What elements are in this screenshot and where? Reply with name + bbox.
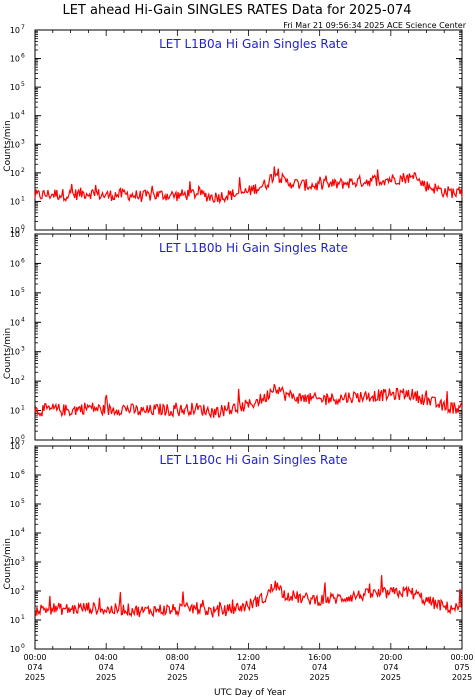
y-tick-exponent: 0	[21, 643, 25, 650]
y-tick-exponent: 7	[21, 24, 25, 31]
y-tick-exponent: 6	[21, 53, 25, 60]
y-tick-label: 10	[10, 112, 20, 121]
x-tick-time: 20:00	[379, 653, 402, 662]
x-tick-time: 12:00	[237, 653, 260, 662]
panel-title: LET L1B0b Hi Gain Singles Rate	[159, 241, 348, 255]
y-tick-exponent: 7	[21, 228, 25, 235]
y-tick-label: 10	[10, 230, 20, 239]
panel-title: LET L1B0a Hi Gain Singles Rate	[159, 37, 348, 51]
x-tick-year: 2025	[96, 673, 116, 682]
y-tick-exponent: 1	[21, 195, 25, 202]
y-tick-label: 10	[10, 377, 20, 386]
y-tick-label: 10	[10, 169, 20, 178]
x-tick-doy: 074	[312, 663, 327, 672]
y-tick-label: 10	[10, 318, 20, 327]
y-tick-exponent: 1	[21, 405, 25, 412]
y-tick-exponent: 5	[21, 287, 25, 294]
y-tick-exponent: 4	[21, 110, 25, 117]
x-tick-doy: 075	[454, 663, 469, 672]
panel-title: LET L1B0c Hi Gain Singles Rate	[159, 453, 347, 467]
y-tick-label: 10	[10, 226, 20, 235]
y-axis-label: Counts/min	[3, 538, 13, 589]
y-tick-exponent: 2	[21, 375, 25, 382]
x-tick-time: 04:00	[95, 653, 118, 662]
y-tick-label: 10	[10, 587, 20, 596]
x-tick-time: 00:00	[450, 653, 473, 662]
y-tick-exponent: 2	[21, 167, 25, 174]
y-tick-label: 10	[10, 26, 20, 35]
x-tick-year: 2025	[167, 673, 187, 682]
x-tick-doy: 074	[383, 663, 398, 672]
y-tick-label: 10	[10, 436, 20, 445]
series-line	[34, 575, 463, 618]
y-tick-label: 10	[10, 197, 20, 206]
y-tick-exponent: 7	[21, 440, 25, 447]
y-axis-label: Counts/min	[3, 328, 13, 379]
y-tick-exponent: 0	[21, 224, 25, 231]
y-tick-exponent: 6	[21, 469, 25, 476]
x-tick-year: 2025	[381, 673, 401, 682]
y-tick-label: 10	[10, 140, 20, 149]
y-tick-label: 10	[10, 529, 20, 538]
x-tick-doy: 074	[27, 663, 42, 672]
y-tick-label: 10	[10, 289, 20, 298]
y-tick-exponent: 5	[21, 81, 25, 88]
plot-frame	[34, 445, 463, 650]
y-tick-label: 10	[10, 500, 20, 509]
x-tick-doy: 074	[241, 663, 256, 672]
x-tick-time: 08:00	[166, 653, 189, 662]
y-tick-label: 10	[10, 616, 20, 625]
y-tick-exponent: 4	[21, 527, 25, 534]
x-tick-doy: 074	[99, 663, 114, 672]
y-tick-label: 10	[10, 442, 20, 451]
series-line	[34, 166, 463, 205]
y-tick-exponent: 1	[21, 614, 25, 621]
x-tick-doy: 074	[170, 663, 185, 672]
y-tick-exponent: 5	[21, 498, 25, 505]
y-axis-label: Counts/min	[3, 120, 13, 171]
y-tick-label: 10	[10, 83, 20, 92]
x-axis-label: UTC Day of Year	[214, 688, 286, 698]
timestamp: Fri Mar 21 09:56:34 2025 ACE Science Cen…	[283, 21, 467, 30]
y-tick-label: 10	[10, 55, 20, 64]
y-tick-label: 10	[10, 471, 20, 480]
x-axis: 00:00074202504:00074202508:00074202512:0…	[23, 653, 473, 682]
y-tick-exponent: 3	[21, 138, 25, 145]
plot-frame	[34, 233, 463, 441]
y-tick-exponent: 3	[21, 556, 25, 563]
y-tick-label: 10	[10, 259, 20, 268]
x-tick-year: 2025	[238, 673, 258, 682]
y-tick-exponent: 4	[21, 316, 25, 323]
x-tick-time: 00:00	[23, 653, 46, 662]
y-tick-exponent: 0	[21, 434, 25, 441]
x-tick-time: 16:00	[308, 653, 331, 662]
y-tick-exponent: 3	[21, 346, 25, 353]
y-tick-exponent: 2	[21, 585, 25, 592]
figure-title: LET ahead Hi-Gain SINGLES RATES Data for…	[62, 3, 411, 18]
y-tick-label: 10	[10, 645, 20, 654]
x-tick-year: 2025	[309, 673, 329, 682]
y-tick-label: 10	[10, 348, 20, 357]
x-tick-year: 2025	[25, 673, 45, 682]
y-tick-exponent: 6	[21, 257, 25, 264]
x-tick-year: 2025	[452, 673, 472, 682]
series-line	[34, 383, 463, 419]
y-tick-label: 10	[10, 407, 20, 416]
y-tick-label: 10	[10, 558, 20, 567]
